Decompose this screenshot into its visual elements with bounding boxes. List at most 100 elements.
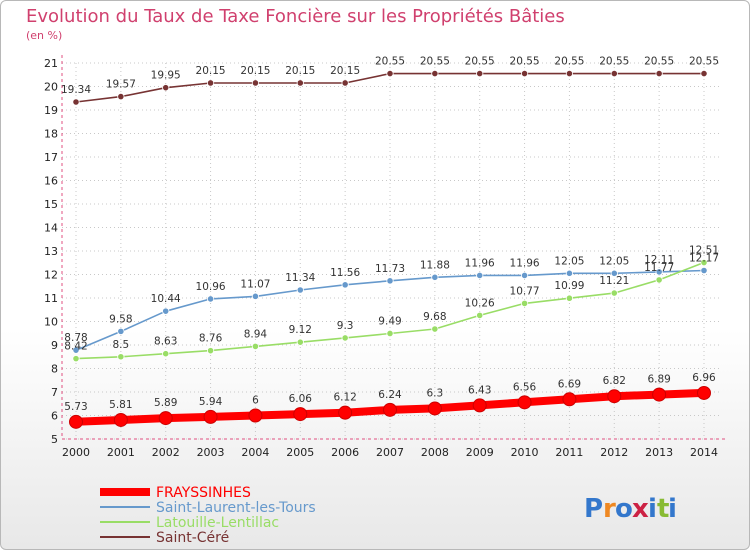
x-tick-label: 2005 [286,446,314,459]
data-point [655,69,663,78]
data-point [520,299,529,308]
logo-letter: P [584,494,603,524]
data-point [431,325,439,333]
y-tick-label: 16 [44,175,58,188]
data-point [296,286,304,294]
data-label: 20.15 [330,65,360,77]
data-label: 20.55 [465,56,495,68]
data-point [472,398,487,413]
data-label: 5.73 [64,401,87,413]
series-layer [69,69,711,429]
data-label: 11.21 [599,275,629,287]
data-point [293,407,308,422]
data-point [251,342,260,351]
axes: 5 6 7 8 9 10 11 12 13 14 15 16 17 18 19 20 21 2000 2001 200… [44,55,728,459]
data-point [386,277,394,285]
legend-label: Saint-Laurent-les-Tours [156,500,316,516]
data-point [341,334,349,342]
data-label: 20.55 [644,56,674,68]
data-point [296,338,304,346]
data-point [700,258,708,267]
data-label: 20.55 [375,56,405,68]
legend-label: Latouille-Lentillac [156,515,279,531]
data-label: 11.96 [465,257,495,269]
x-tick-label: 2013 [645,446,673,459]
data-label: 9.12 [289,324,312,336]
data-point [72,98,80,106]
data-label: 10.77 [510,285,540,297]
logo-letter: i [648,494,657,524]
data-label: 6.12 [333,392,356,404]
data-point [610,269,618,277]
data-label: 20.55 [420,56,450,68]
x-tick-label: 2011 [555,446,583,459]
y-tick-label: 12 [44,269,58,282]
data-point [652,387,667,402]
data-label: 6.24 [378,389,402,401]
data-label: 10.44 [151,293,181,305]
data-point [655,276,663,284]
y-tick-label: 21 [44,57,58,70]
data-point [700,266,708,275]
x-tick-label: 2003 [197,446,225,459]
data-point [162,84,170,92]
data-label: 8.76 [199,333,223,345]
data-point [341,281,349,289]
data-point [610,289,618,297]
y-tick-label: 13 [44,245,58,258]
data-label: 20.55 [689,56,719,68]
data-label: 11.07 [240,278,270,290]
data-label: 6.43 [468,384,491,396]
x-tick-label: 2007 [376,446,404,459]
y-tick-label: 9 [51,339,58,352]
data-label: 8.94 [244,328,268,340]
data-label: 19.57 [106,79,136,91]
data-point [607,389,622,404]
logo-letter: o [615,494,633,524]
data-point [565,294,574,302]
data-label: 11.96 [510,257,540,269]
data-label: 12.51 [689,245,719,257]
data-label: 8.5 [113,339,130,351]
data-label: 12.05 [599,255,629,267]
data-label: 20.55 [554,56,584,68]
legend-label: FRAYSSINHES [156,485,251,501]
data-point [520,271,529,280]
data-label: 11.34 [285,272,315,284]
data-point [117,353,125,361]
data-label: 8.42 [64,341,87,353]
chart-title: Evolution du Taux de Taxe Foncière sur l… [26,6,565,27]
data-label: 5.94 [199,396,223,408]
data-point [341,79,349,87]
legend: FRAYSSINHESSaint-Laurent-les-ToursLatoui… [100,485,316,546]
data-label: 20.55 [510,56,540,68]
data-point [565,69,574,78]
x-tick-label: 2004 [241,446,269,459]
data-label: 19.95 [151,70,181,82]
data-point [206,347,215,355]
data-point [427,401,442,416]
data-point [476,311,484,319]
x-tick-label: 2006 [331,446,359,459]
data-point [162,350,170,358]
data-label: 12.05 [554,255,584,267]
data-point [248,408,263,423]
x-tick-label: 2001 [107,446,135,459]
data-point [158,411,173,426]
data-label: 10.96 [196,281,226,293]
data-label: 12.11 [644,254,674,266]
data-label: 6.96 [692,372,716,384]
data-label-layer: 5.73 5.81 5.89 5.94 6 6.06 6.12 6.24 6.3 6.43 6.56… [61,56,719,413]
y-tick-label: 20 [44,81,58,94]
data-label: 20.15 [240,65,270,77]
x-tick-label: 2009 [466,446,494,459]
data-point [476,69,484,78]
x-tick-label: 2008 [421,446,449,459]
data-point [117,93,125,101]
data-label: 6.89 [647,374,670,386]
logo-letter: i [668,494,677,524]
data-label: 11.56 [330,267,360,279]
data-point [517,395,532,410]
